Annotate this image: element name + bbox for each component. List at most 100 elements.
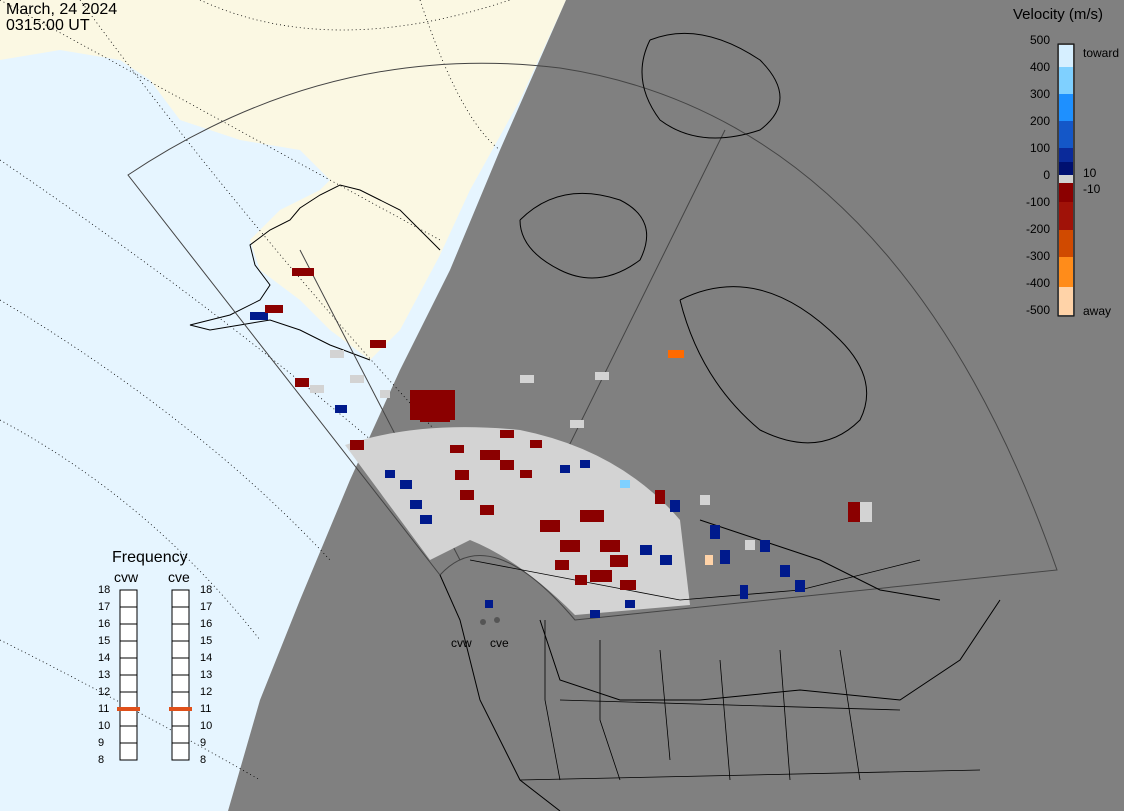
frequency-scale-left: 8	[98, 754, 105, 766]
velocity-swatch-300	[1059, 94, 1073, 121]
coastlines	[439, 32, 1001, 811]
scatter-cell	[265, 305, 283, 313]
scatter-cell	[485, 600, 493, 608]
frequency-scale-left: 11	[98, 703, 110, 715]
frequency-radar-cve: cve	[168, 569, 190, 585]
frequency-cell	[119, 640, 138, 659]
velocity-swatch-10	[1059, 162, 1073, 175]
scatter-cell	[760, 540, 770, 552]
velocity-tick-label: 100	[1029, 141, 1050, 155]
scatter-band	[345, 427, 690, 615]
night-region	[228, 0, 1124, 811]
velocity-colorbar	[1057, 43, 1075, 317]
frequency-scale-right: 11	[200, 703, 212, 715]
scatter-cell	[600, 540, 620, 552]
scatter-cell	[450, 445, 464, 453]
scatter-cell	[740, 585, 748, 599]
frequency-cell	[171, 606, 190, 625]
scatter-cell	[670, 500, 680, 512]
scatter-cell	[640, 545, 652, 555]
scatter-cell	[370, 340, 386, 348]
scatter-cell	[655, 490, 665, 504]
frequency-cell	[171, 691, 190, 710]
velocity-tick-label: -500	[1025, 303, 1050, 317]
frequency-scale-right: 17	[200, 601, 213, 613]
velocity-tick-label: -100	[1025, 195, 1050, 209]
velocity-tick-label: 500	[1029, 33, 1050, 47]
scatter-cell	[660, 555, 672, 565]
scatter-cell	[610, 555, 628, 567]
radar-site-label-cve: cve	[490, 636, 509, 650]
scatter-cell	[380, 390, 390, 398]
frequency-scale-right: 16	[200, 618, 213, 630]
frequency-cell	[171, 708, 190, 727]
velocity-legend-title: Velocity (m/s)	[1013, 6, 1104, 23]
frequency-scale-left: 13	[98, 669, 111, 681]
frequency-marker-cvw	[117, 707, 140, 711]
scatter-cell	[500, 460, 514, 470]
radar-site-cve-marker	[494, 617, 500, 623]
frequency-scale-left: 17	[98, 601, 111, 613]
frequency-radar-cvw: cvw	[114, 569, 139, 585]
frequency-scale-right: 13	[200, 669, 213, 681]
scatter-cell	[410, 500, 422, 509]
frequency-scale-left: 18	[98, 584, 111, 596]
scatter-cell	[625, 600, 635, 608]
scatter-cell	[500, 430, 514, 438]
velocity-tick-label: -400	[1025, 276, 1050, 290]
scatter-cell	[520, 375, 534, 383]
scatter-cell	[745, 540, 755, 550]
frequency-cell	[119, 725, 138, 744]
frequency-cell	[119, 623, 138, 642]
scatter-cell	[620, 580, 636, 590]
frequency-scale-right: 15	[200, 635, 213, 647]
velocity-inner-tick-pos: 10	[1083, 166, 1097, 180]
frequency-cell	[119, 606, 138, 625]
scatter-cell	[580, 510, 604, 522]
scatter-cell	[575, 575, 587, 585]
scatter-cell	[455, 470, 469, 480]
scatter-cell	[590, 610, 600, 618]
scatter-cell	[560, 465, 570, 473]
scatter-cell	[590, 570, 612, 582]
frequency-cell	[171, 674, 190, 693]
scatter-cell	[350, 440, 364, 450]
scatter-cell	[780, 565, 790, 577]
toward-label: toward	[1083, 46, 1120, 60]
scatter-cell	[530, 440, 542, 448]
velocity-swatch-zero	[1059, 175, 1073, 183]
velocity-tick-label: -300	[1025, 249, 1050, 263]
frequency-cell	[119, 691, 138, 710]
scatter-cell	[555, 560, 569, 570]
velocity-tick-label: 200	[1029, 114, 1050, 128]
scatter-cell	[420, 410, 450, 422]
scatter-cell	[350, 375, 364, 383]
frequency-scale-right: 14	[200, 652, 213, 664]
velocity-swatch-neg200	[1059, 230, 1073, 257]
scatter-cell	[540, 520, 560, 532]
field-of-view-outline	[127, 62, 1058, 621]
scatter-cell	[595, 372, 609, 380]
frequency-scale-right: 12	[200, 686, 213, 698]
velocity-swatch-neg100	[1059, 202, 1073, 230]
radar-site-cvw-marker	[480, 619, 486, 625]
frequency-scale-left: 16	[98, 618, 111, 630]
scatter-cell	[560, 540, 580, 552]
frequency-scale-right: 9	[200, 737, 207, 749]
away-label: away	[1083, 304, 1112, 318]
time-label: 0315:00 UT	[6, 17, 90, 34]
scatter-cell	[620, 480, 630, 488]
scatter-cell	[400, 480, 412, 489]
frequency-scale-right: 18	[200, 584, 213, 596]
scatter-cell	[710, 525, 720, 539]
scatter-cell	[335, 405, 347, 413]
frequency-scale-right: 8	[200, 754, 207, 766]
velocity-swatch-100	[1059, 148, 1073, 162]
scatter-cell	[848, 502, 860, 522]
scatter-cell	[700, 495, 710, 505]
frequency-cell	[171, 623, 190, 642]
scatter-cell	[460, 490, 474, 500]
daylight-land	[0, 0, 566, 360]
frequency-cell	[171, 589, 190, 608]
